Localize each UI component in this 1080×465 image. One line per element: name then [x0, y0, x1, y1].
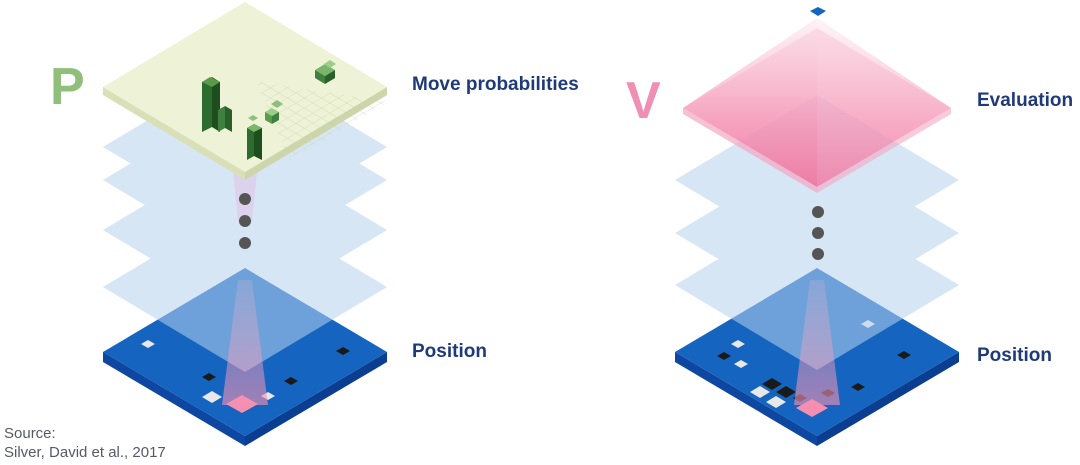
value-letter: V [626, 72, 661, 130]
ellipsis-dot [812, 248, 824, 260]
white-stone [734, 360, 748, 368]
ellipsis-dot [239, 193, 251, 205]
black-stone [336, 347, 350, 355]
black-stone [851, 383, 865, 391]
black-stone [762, 378, 782, 390]
value-output-label: Evaluation [977, 90, 1073, 111]
black-stone [897, 351, 911, 359]
white-stone [202, 391, 222, 403]
policy-letter: P [50, 58, 85, 116]
white-stone [750, 386, 770, 398]
value-input-label: Position [977, 345, 1052, 366]
policy-receptive-beam [222, 280, 268, 405]
source-reference: Silver, David et al., 2017 [4, 444, 166, 461]
probability-bars [202, 60, 336, 160]
white-stone [141, 340, 155, 348]
policy-network: P Move probabilities Position [50, 2, 579, 453]
white-stone [766, 396, 786, 408]
ellipsis-dot [812, 206, 824, 218]
black-stone [202, 373, 216, 381]
policy-output-plane [103, 2, 415, 187]
black-stone [717, 352, 731, 360]
value-output-node [810, 7, 826, 16]
ellipsis-dot [812, 227, 824, 239]
ellipsis-dot [239, 215, 251, 227]
black-stone [776, 386, 796, 398]
source-label: Source: [4, 425, 56, 442]
evaluation-pyramid [683, 7, 951, 193]
ellipsis-dot [239, 237, 251, 249]
policy-output-label: Move probabilities [412, 74, 579, 95]
policy-input-label: Position [412, 341, 487, 362]
white-stone [731, 340, 745, 348]
source-citation: Source: Silver, David et al., 2017 [4, 424, 166, 462]
value-network: V Evaluation Position [626, 7, 1073, 446]
value-receptive-beam [794, 280, 840, 405]
black-stone [284, 377, 298, 385]
